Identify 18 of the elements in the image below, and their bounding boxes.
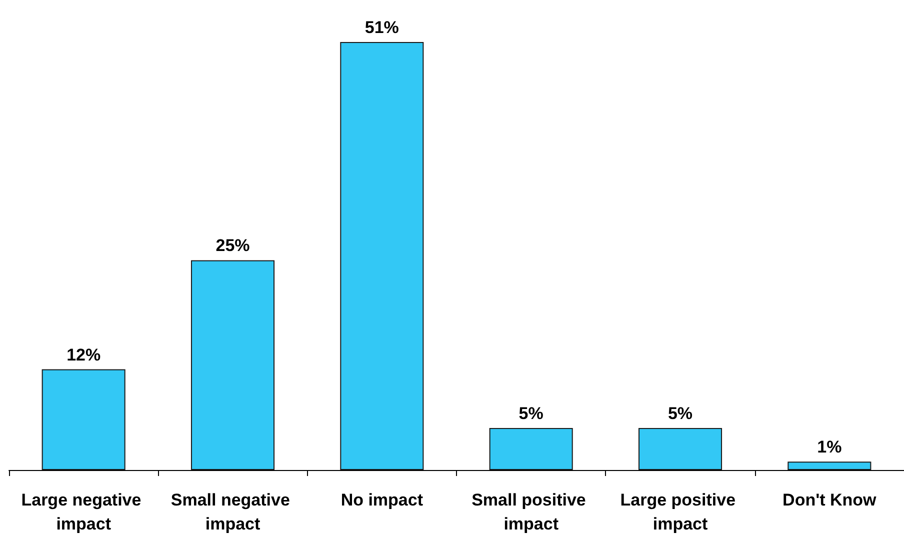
- data-label: 51%: [364, 18, 399, 37]
- bar: [638, 428, 722, 470]
- x-tick-label: Small positive impact: [472, 490, 591, 534]
- bar: [42, 369, 126, 470]
- x-tick-label: No impact: [340, 490, 424, 510]
- data-label: 5%: [518, 404, 544, 424]
- x-tick-label: Small negative impact: [170, 490, 295, 534]
- bar: [340, 42, 424, 470]
- data-label: 1%: [817, 438, 842, 457]
- bar: [489, 428, 573, 470]
- data-label: 12%: [66, 345, 101, 364]
- x-tick-label: Large positive impact: [620, 490, 740, 534]
- data-label: 25%: [216, 236, 250, 256]
- x-tick-label: Large negative impact: [21, 490, 146, 534]
- data-label: 5%: [668, 404, 693, 424]
- x-tick-label: Don't Know: [782, 490, 878, 510]
- bar: [190, 260, 275, 470]
- bar: [788, 462, 872, 470]
